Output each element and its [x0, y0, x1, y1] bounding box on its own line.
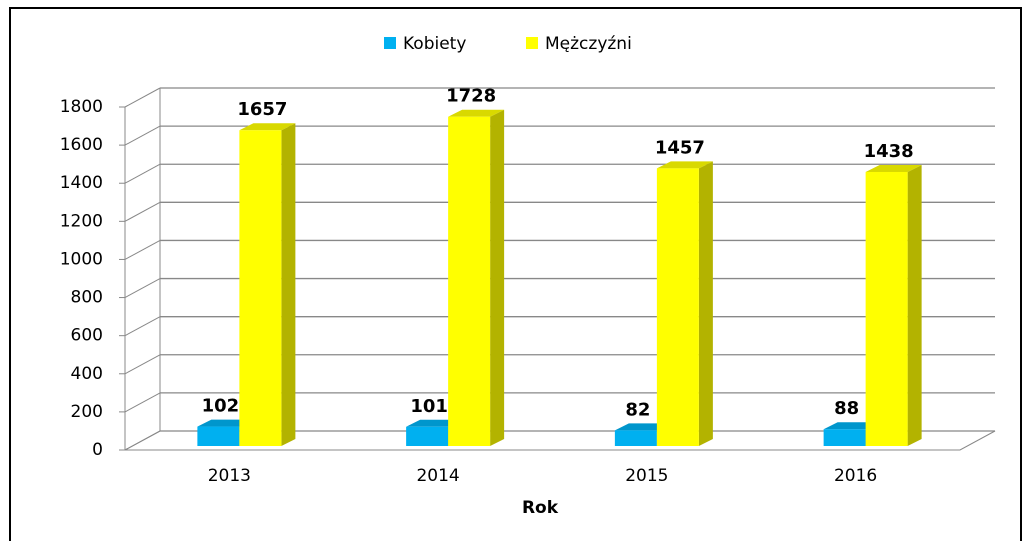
legend-swatch [384, 37, 396, 49]
grid-line [124, 392, 161, 413]
y-tick-label: 1400 [60, 173, 103, 193]
value-label: 1728 [446, 86, 496, 107]
bar [823, 429, 866, 446]
y-tick-label: 1600 [60, 135, 103, 155]
value-label: 82 [625, 399, 650, 420]
bar [614, 430, 657, 446]
x-axis-title: Rok [522, 498, 559, 518]
bar-3d [656, 161, 713, 447]
y-tick-label: 0 [92, 440, 103, 460]
bar-side [490, 109, 505, 446]
value-label: 88 [834, 398, 859, 419]
y-tick-label: 200 [71, 402, 103, 422]
bar [239, 130, 282, 446]
grid-line [124, 316, 161, 337]
value-label: 101 [410, 396, 448, 417]
bar-top [448, 109, 505, 117]
x-tick-label: 2016 [834, 466, 877, 486]
grid-line [124, 87, 161, 108]
bar-3d [239, 123, 296, 446]
value-label: 1457 [655, 137, 705, 158]
bar [448, 116, 491, 446]
legend-swatch [526, 37, 538, 49]
y-tick-label: 1800 [60, 97, 103, 117]
bar-3d [865, 164, 922, 446]
grid-line [124, 240, 161, 260]
x-tick-label: 2015 [625, 466, 668, 486]
grid-line [124, 125, 161, 146]
y-tick-label: 1000 [60, 249, 103, 269]
grid-line [124, 278, 161, 298]
value-label: 1657 [237, 99, 287, 120]
bar [406, 426, 449, 446]
bar-side [698, 161, 713, 447]
bar-side [281, 123, 296, 446]
bar-side [907, 164, 922, 446]
bar-3d [448, 109, 505, 446]
bar [197, 426, 240, 446]
legend-label: Mężczyźni [545, 34, 632, 54]
bar-top [865, 164, 922, 172]
grid-line [124, 201, 161, 222]
y-tick-label: 1200 [60, 211, 103, 231]
bar [865, 171, 908, 446]
bar-top [239, 123, 296, 131]
grid-line [124, 354, 161, 375]
legend-label: Kobiety [403, 34, 466, 54]
x-tick-label: 2013 [208, 466, 251, 486]
bar-top [656, 161, 713, 169]
x-tick-label: 2014 [416, 466, 459, 486]
value-label: 102 [202, 396, 240, 417]
value-label: 1438 [864, 141, 914, 162]
chart-frame [9, 7, 1022, 541]
grid-line [124, 163, 161, 184]
y-tick-label: 400 [71, 364, 103, 384]
grid-line [124, 430, 161, 451]
y-tick-label: 800 [71, 288, 103, 308]
y-tick-label: 600 [71, 326, 103, 346]
bar [656, 168, 699, 447]
